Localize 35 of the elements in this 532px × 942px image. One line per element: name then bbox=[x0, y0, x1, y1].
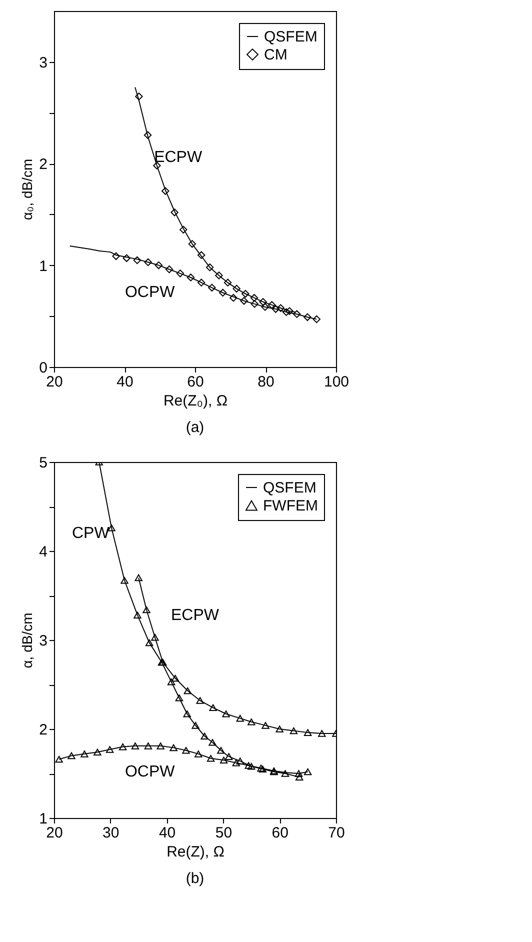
y-axis-title: α₀, dB/cm bbox=[19, 158, 36, 220]
legend-label: FWFEM bbox=[263, 498, 318, 514]
text: (a) bbox=[186, 419, 204, 436]
x-tick-label: 100 bbox=[324, 374, 350, 390]
x-tick-label: 70 bbox=[328, 824, 345, 842]
y-tick-label: 5 bbox=[39, 454, 48, 472]
y-tick-label: 1 bbox=[39, 810, 48, 828]
annotation: ECPW bbox=[171, 607, 220, 624]
legend-label: QSFEM bbox=[263, 480, 316, 496]
y-tick-label: 3 bbox=[39, 632, 48, 650]
y-tick-label: 0 bbox=[39, 360, 48, 376]
annotation: CPW bbox=[72, 525, 110, 542]
legend-label: CM bbox=[264, 46, 288, 64]
x-tick-label: 60 bbox=[272, 824, 288, 842]
y-tick-label: 3 bbox=[39, 54, 48, 72]
x-tick-label: 40 bbox=[158, 824, 176, 842]
annotation: OCPW bbox=[124, 764, 176, 781]
text: (b) bbox=[186, 870, 204, 887]
x-tick-label: 60 bbox=[187, 374, 204, 390]
legend-label: QSFEM bbox=[264, 28, 318, 46]
annotation: OCPW bbox=[124, 284, 176, 302]
y-tick-label: 1 bbox=[39, 258, 48, 275]
y-axis-title: α, dB/cm bbox=[19, 612, 36, 668]
y-tick-label: 4 bbox=[39, 544, 48, 560]
x-tick-label: 20 bbox=[46, 374, 63, 390]
x-axis-title: Re(Z), Ω bbox=[166, 844, 224, 860]
x-tick-label: 20 bbox=[46, 824, 63, 842]
x-tick-label: 80 bbox=[258, 374, 274, 390]
x-tick-label: 30 bbox=[102, 824, 120, 842]
x-tick-label: 40 bbox=[116, 374, 134, 390]
y-tick-label: 2 bbox=[39, 722, 48, 738]
x-tick-label: 50 bbox=[215, 824, 232, 842]
y-tick-label: 2 bbox=[39, 156, 48, 174]
annotation: ECPW bbox=[154, 148, 203, 166]
x-axis-title: Re(Z₀), Ω bbox=[163, 392, 228, 410]
